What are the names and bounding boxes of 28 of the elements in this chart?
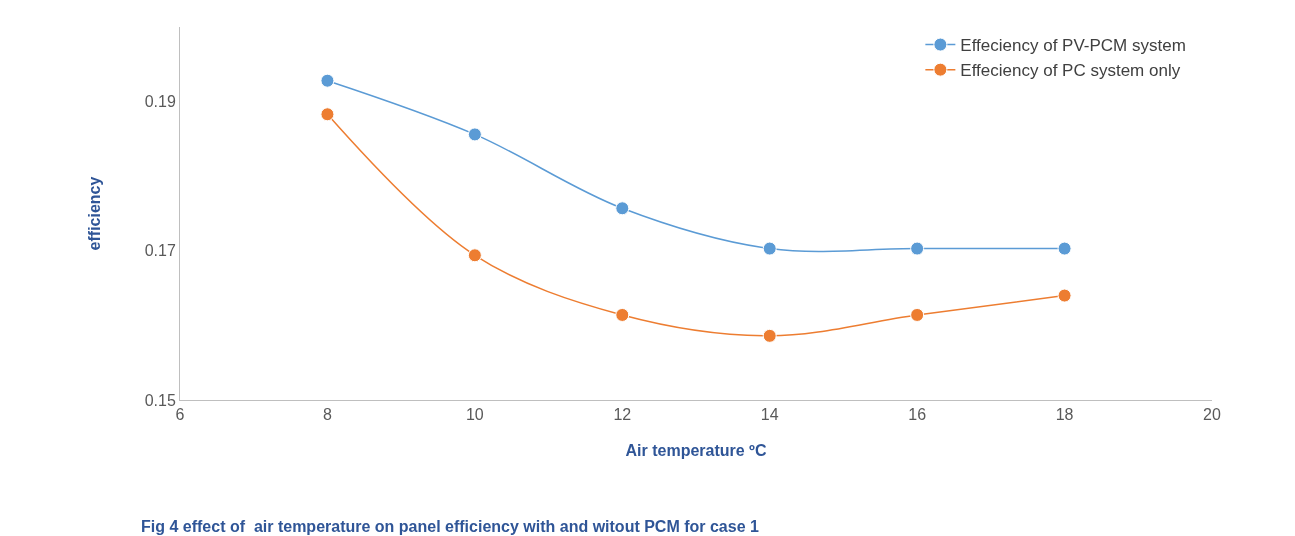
x-axis-title: Air temperature ºC (625, 441, 767, 459)
x-tick-label: 20 (1203, 406, 1221, 424)
point (1057, 241, 1072, 256)
legend-label: Effeciency of PV-PCM system (960, 36, 1186, 56)
y-tick-label: 0.17 (144, 242, 176, 260)
point (467, 248, 482, 263)
x-tick-label: 10 (465, 406, 484, 424)
point (320, 73, 335, 88)
x-tick-label: 8 (322, 406, 332, 424)
point (762, 241, 777, 256)
point (615, 307, 630, 322)
point (910, 307, 925, 322)
point (1057, 288, 1072, 303)
point (910, 241, 925, 256)
y-axis-title: efficiency (85, 176, 103, 251)
x-tick-label: 6 (175, 406, 185, 424)
x-tick-label: 18 (1055, 406, 1074, 424)
caption: Fig 4 effect of air temperature on panel efficiency with and witout PCM for case 1 (141, 518, 759, 535)
legend-label: Effeciency of PC system only (960, 61, 1181, 81)
point (615, 201, 630, 216)
point (467, 127, 482, 142)
point (762, 328, 777, 343)
point (320, 107, 335, 122)
x-tick-label: 16 (908, 406, 927, 424)
x-tick-label: 12 (613, 406, 632, 424)
x-tick-label: 14 (760, 406, 779, 424)
y-tick-label: 0.15 (144, 391, 176, 409)
y-tick-label: 0.19 (144, 93, 176, 111)
